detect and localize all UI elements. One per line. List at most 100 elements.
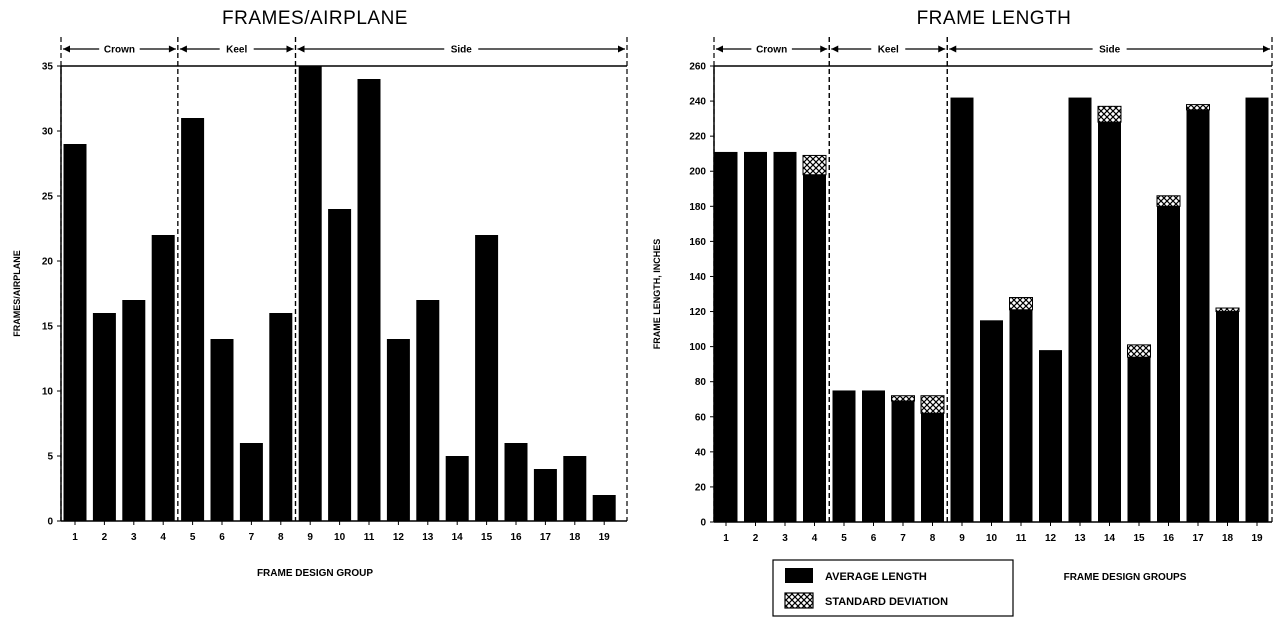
- x-tick-label: 17: [1192, 533, 1204, 544]
- region-arrowhead-left: [949, 45, 957, 53]
- region-arrowhead-left: [716, 45, 723, 53]
- y-tick-label: 0: [700, 518, 706, 529]
- bar: [1009, 309, 1033, 522]
- x-tick-label: 6: [871, 533, 877, 544]
- bar: [1039, 350, 1062, 522]
- x-tick-label: 19: [1251, 533, 1263, 544]
- region-arrowhead-right: [1263, 45, 1270, 53]
- legend-label-average: AVERAGE LENGTH: [825, 571, 927, 583]
- x-tick-label: 5: [190, 532, 196, 543]
- bar: [416, 300, 440, 521]
- std-deviation-segment: [920, 395, 945, 414]
- y-tick-label: 260: [689, 62, 706, 73]
- legend-swatch-std-deviation: [784, 592, 814, 609]
- region-label-bg: [1092, 42, 1127, 54]
- region-label: Crown: [756, 45, 787, 56]
- x-tick-label: 2: [753, 533, 759, 544]
- region-label: Keel: [878, 45, 899, 56]
- bar: [832, 390, 856, 522]
- bar: [950, 97, 974, 523]
- bar: [744, 151, 767, 522]
- x-tick-label: 2: [102, 532, 108, 543]
- bar: [239, 443, 263, 521]
- y-tick-label: 60: [695, 412, 707, 423]
- bar: [328, 209, 352, 521]
- std-deviation-segment: [891, 395, 915, 402]
- std-deviation-segment: [1127, 344, 1151, 358]
- bar: [122, 300, 146, 521]
- region-label: Crown: [104, 45, 135, 56]
- y-tick-label: 140: [689, 272, 706, 283]
- x-tick-label: 7: [900, 533, 906, 544]
- region-label-bg: [219, 42, 254, 54]
- y-tick-label: 10: [42, 387, 54, 398]
- bar: [92, 313, 116, 521]
- y-tick-label: 100: [689, 342, 706, 353]
- y-tick-label: 20: [695, 482, 707, 493]
- bar: [475, 235, 499, 521]
- region-label-bg: [751, 42, 792, 54]
- chart-title: FRAME LENGTH: [917, 8, 1072, 29]
- bar: [980, 320, 1003, 522]
- bar: [891, 400, 915, 522]
- x-tick-label: 9: [307, 532, 313, 543]
- region-arrowhead-right: [168, 45, 176, 53]
- region-label: Keel: [226, 45, 247, 56]
- bar: [1186, 109, 1210, 522]
- y-tick-label: 160: [689, 237, 706, 248]
- chart-title: FRAMES/AIRPLANE: [222, 8, 408, 29]
- x-tick-label: 11: [364, 532, 375, 543]
- region-arrowhead-left: [179, 45, 187, 53]
- region-arrowhead-right: [286, 45, 294, 53]
- x-tick-label: 11: [1016, 533, 1027, 544]
- region-arrowhead-right: [820, 45, 828, 53]
- bar: [592, 495, 616, 521]
- bar: [504, 443, 528, 521]
- region-label-bg: [871, 42, 906, 54]
- bar: [921, 413, 944, 522]
- x-axis-label: FRAME DESIGN GROUP: [257, 568, 373, 579]
- region-label: Side: [1099, 45, 1121, 56]
- x-tick-label: 15: [1133, 533, 1145, 544]
- y-tick-label: 200: [689, 167, 706, 178]
- x-tick-label: 13: [1074, 533, 1086, 544]
- y-tick-label: 40: [695, 447, 707, 458]
- bar: [298, 66, 322, 521]
- y-tick-label: 240: [689, 97, 706, 108]
- x-tick-label: 16: [1163, 533, 1175, 544]
- x-tick-label: 8: [278, 532, 284, 543]
- bar: [1127, 357, 1151, 522]
- bar: [269, 313, 293, 521]
- bar: [862, 390, 885, 522]
- std-deviation-segment: [1097, 105, 1122, 123]
- y-axis-label: FRAME LENGTH, INCHES: [652, 239, 662, 350]
- x-tick-label: 4: [812, 533, 818, 544]
- region-arrowhead-right: [618, 45, 625, 53]
- x-tick-label: 17: [540, 532, 552, 543]
- legend-swatch-average: [785, 568, 813, 583]
- x-tick-label: 6: [219, 532, 225, 543]
- std-deviation-segment: [1009, 297, 1033, 311]
- x-tick-label: 5: [841, 533, 847, 544]
- y-tick-label: 15: [42, 322, 54, 333]
- y-tick-label: 30: [42, 127, 54, 138]
- region-arrowhead-left: [297, 45, 305, 53]
- y-tick-label: 80: [695, 377, 707, 388]
- y-tick-label: 180: [689, 202, 706, 213]
- x-tick-label: 1: [72, 532, 78, 543]
- x-tick-label: 15: [481, 532, 493, 543]
- x-tick-label: 8: [930, 533, 936, 544]
- x-tick-label: 1: [723, 533, 729, 544]
- bar: [803, 174, 826, 522]
- x-axis-label: FRAME DESIGN GROUPS: [1064, 572, 1187, 583]
- x-tick-label: 14: [452, 532, 464, 543]
- region-arrowhead-left: [831, 45, 839, 53]
- bar: [181, 118, 205, 521]
- region-label-bg: [99, 42, 140, 54]
- region-arrowhead-right: [938, 45, 946, 53]
- bar: [63, 144, 87, 521]
- bar: [1098, 122, 1121, 522]
- bar: [773, 151, 797, 522]
- bar: [563, 456, 587, 521]
- bar: [210, 339, 234, 521]
